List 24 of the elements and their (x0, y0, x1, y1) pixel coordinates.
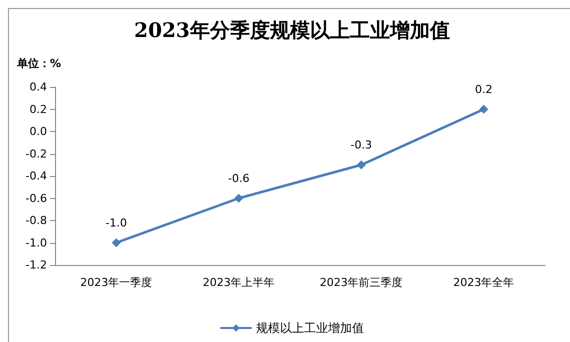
y-tick-label: 0.0 (30, 125, 47, 138)
y-tick-label: -1.0 (26, 236, 47, 250)
point (356, 160, 366, 170)
x-tick-label: 2023年前三季度 (320, 276, 403, 289)
y-tick-label: -0.2 (26, 147, 47, 160)
x-tick-label: 2023年上半年 (202, 276, 275, 289)
x-tick-label: 2023年全年 (453, 276, 514, 289)
data-label: -1.0 (106, 216, 127, 230)
x-tick-label: 2023年一季度 (80, 276, 152, 289)
y-tick-label: -0.6 (26, 192, 47, 205)
point (234, 194, 244, 203)
data-label: 0.2 (475, 82, 492, 96)
y-tick-label: 0.4 (30, 80, 47, 94)
chart-title: 2023年分季度规模以上工业增加值 (134, 18, 450, 42)
data-label: -0.3 (350, 138, 372, 152)
data-label: -0.6 (228, 172, 250, 185)
point (479, 104, 488, 114)
y-axis-title: 单位：% (16, 57, 61, 70)
legend-label: 规模以上工业增加值 (256, 321, 364, 335)
point (112, 238, 121, 248)
y-tick-label: -1.2 (26, 258, 47, 272)
y-tick-label: -0.4 (26, 170, 47, 182)
y-tick-label: 0.2 (30, 102, 47, 116)
y-tick-label: -0.8 (26, 214, 47, 227)
